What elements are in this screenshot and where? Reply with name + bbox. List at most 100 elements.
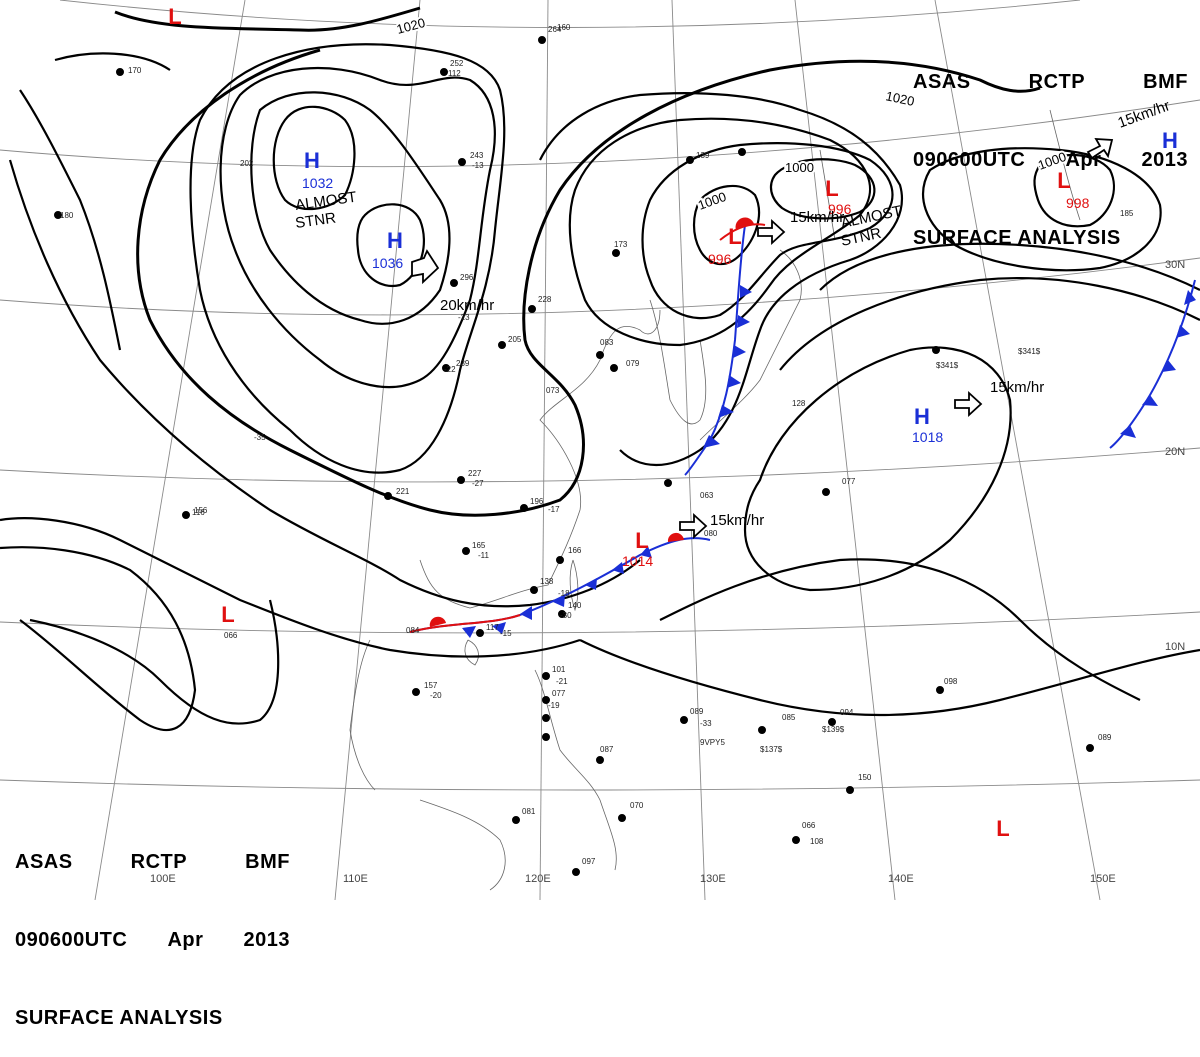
isobar-1032 <box>272 105 356 211</box>
front-triangle <box>553 594 565 607</box>
isobar-low-ring-2 <box>641 142 894 320</box>
longitude-label: 100E <box>150 873 176 885</box>
station-value: -17 <box>548 505 560 514</box>
station-marker <box>1086 744 1094 752</box>
station-value: 077 <box>842 477 856 486</box>
station-value: 066 <box>802 821 816 830</box>
station-value: 166 <box>568 546 582 555</box>
high-pressure-value: 1032 <box>302 175 333 191</box>
low-pressure-symbol: L <box>221 602 234 627</box>
meridian-150e <box>934 0 1101 900</box>
station-value: 296 <box>460 273 474 282</box>
station-value: 112 <box>448 69 461 78</box>
station-marker <box>686 156 694 164</box>
isobar-east-high-1018 <box>743 346 1012 592</box>
graticule <box>0 0 1200 900</box>
high-pressure-symbol: H <box>387 228 403 253</box>
station-marker <box>498 341 506 349</box>
cold-front-japan <box>684 224 752 476</box>
station-marker <box>936 686 944 694</box>
station-marker <box>462 547 470 555</box>
isobar-low-1000b <box>769 158 876 220</box>
station-marker <box>182 511 190 519</box>
station-marker <box>828 718 836 726</box>
station-value: $139$ <box>822 725 845 734</box>
header-line-2: 090600UTC Apr 2013 <box>913 147 1188 173</box>
high-pressure-value: 1018 <box>912 429 943 445</box>
coast-borneo <box>419 799 506 891</box>
header-issuer: RCTP <box>1028 71 1086 93</box>
coast-taiwan <box>569 559 579 612</box>
station-value: 202 <box>240 159 254 168</box>
front-triangle <box>1184 290 1196 305</box>
isobar-label: 1000 <box>785 160 814 175</box>
parallel-50n <box>59 0 1081 28</box>
header-line-2: 090600UTC Apr 2013 <box>15 927 290 953</box>
station-value: 180 <box>60 211 74 220</box>
parallel-20n <box>0 447 1200 483</box>
arrow-icon <box>954 390 983 418</box>
warm-bump <box>735 217 754 230</box>
station-marker <box>440 68 448 76</box>
longitude-label: 140E <box>888 873 914 885</box>
station-value: 079 <box>626 359 640 368</box>
station-value: 227 <box>468 469 482 478</box>
station-value: -35 <box>254 433 266 442</box>
isobar-low-1000a <box>692 184 760 266</box>
stationary-front-south <box>409 532 711 638</box>
station-value: 089 <box>690 707 704 716</box>
station-marker <box>538 36 546 44</box>
station-marker <box>116 68 124 76</box>
station-value: 156 <box>194 506 208 515</box>
station-value: 073 <box>546 386 560 395</box>
station-value: -11 <box>478 551 490 560</box>
warm-bump <box>667 532 684 542</box>
station-marker <box>450 279 458 287</box>
station-marker <box>412 688 420 696</box>
header-code: BMF <box>1143 71 1188 93</box>
station-value: 185 <box>1120 209 1134 218</box>
header-product: ASAS <box>15 851 73 873</box>
isobar-high-ring-2 <box>250 91 451 325</box>
station-value: 080 <box>704 529 718 538</box>
weather-map: 100E 110E 120E 130E 140E 150E10N20N30N1020102… <box>0 0 1200 900</box>
arrow-icon <box>411 249 440 285</box>
station-marker <box>610 364 618 372</box>
high-pressure-value: 1036 <box>372 255 403 271</box>
meridian-100e <box>94 0 246 900</box>
station-value: $341$ <box>1018 347 1041 356</box>
station-value: $341$ <box>936 361 959 370</box>
station-value: 085 <box>782 713 796 722</box>
header-issuer: RCTP <box>130 851 188 873</box>
front-triangle <box>612 562 624 574</box>
station-marker <box>542 733 550 741</box>
isobar-center-2 <box>568 117 872 347</box>
longitude-label: 130E <box>700 873 726 885</box>
arrow-icon <box>757 218 786 246</box>
station-marker <box>54 211 62 219</box>
header-product: ASAS <box>913 71 971 93</box>
station-marker <box>542 714 550 722</box>
station-value: 138 <box>540 577 554 586</box>
station-value: 066 <box>224 631 238 640</box>
station-value: 228 <box>538 295 552 304</box>
low-pressure-value: 998 <box>1066 195 1090 211</box>
low-pressure-symbol: L <box>825 176 838 201</box>
isobar-west-outer-3 <box>8 159 641 608</box>
isobar-sw-loop-2 <box>29 599 280 725</box>
front-triangle <box>640 546 652 558</box>
station-value: -13 <box>472 161 484 170</box>
station-value: 173 <box>614 240 628 249</box>
isobar-east-1 <box>819 242 1200 291</box>
station-value: 077 <box>552 689 566 698</box>
front-triangle <box>1176 325 1190 338</box>
station-marker <box>530 586 538 594</box>
latitude-label: 10N <box>1165 641 1185 653</box>
isobar-east-outer <box>659 558 1141 701</box>
station-marker <box>558 610 566 618</box>
station-value: 9VPY5 <box>700 738 725 747</box>
station-value: 081 <box>522 807 536 816</box>
longitude-label: 120E <box>525 873 551 885</box>
cold-front-east <box>1109 279 1196 449</box>
station-marker <box>512 816 520 824</box>
